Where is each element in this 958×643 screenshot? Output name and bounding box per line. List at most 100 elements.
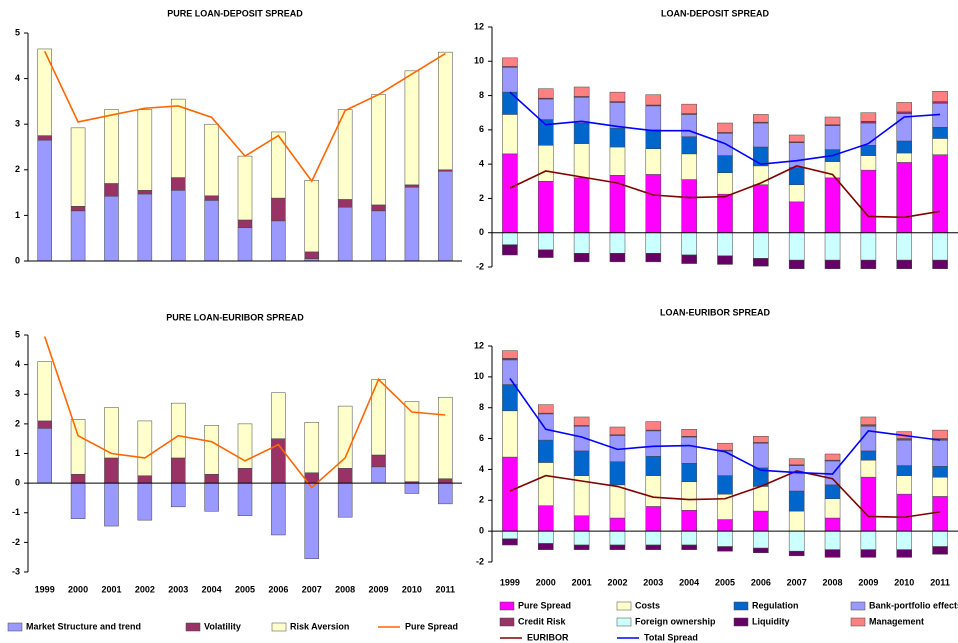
bar-segment <box>438 396 453 479</box>
bar-segment <box>573 416 590 426</box>
bar-segment <box>537 232 554 251</box>
chart-title: PURE LOAN-EURIBOR SPREAD <box>166 312 304 322</box>
bar-segment <box>502 410 518 458</box>
bar-segment <box>70 473 86 484</box>
legend-swatch <box>616 617 632 627</box>
y-tick-label: 12 <box>474 21 484 31</box>
bar-segment <box>404 184 420 188</box>
bar-segment <box>609 426 626 435</box>
bar-segment <box>404 482 420 494</box>
bar-segment <box>502 350 518 359</box>
y-tick-label: 0 <box>15 255 20 265</box>
legend-label: Liquidity <box>752 616 790 626</box>
y-tick-label: 2 <box>479 495 484 505</box>
x-tick-label: 2002 <box>607 577 627 587</box>
bar-segment <box>438 170 453 262</box>
y-tick-label: 4 <box>15 359 20 369</box>
bar-segment <box>788 134 805 143</box>
y-tick-label: 1 <box>15 448 20 458</box>
x-tick-label: 2010 <box>402 584 422 594</box>
bar-segment <box>438 478 453 484</box>
legend-label: Volatility <box>204 621 241 631</box>
y-tick-label: 0 <box>479 227 484 237</box>
bar-segment <box>404 186 420 262</box>
chart-title: LOAN-DEPOSIT SPREAD <box>661 8 770 18</box>
bar-segment <box>788 458 805 466</box>
bar-segment <box>271 392 286 439</box>
bar-segment <box>104 482 119 527</box>
bar-segment <box>537 145 554 182</box>
bar-segment <box>896 475 913 495</box>
x-tick-label: 2008 <box>823 577 843 587</box>
bar-segment <box>37 48 52 136</box>
y-tick-label: 12 <box>474 340 484 350</box>
bar-segment <box>717 519 733 532</box>
y-tick-label: 0 <box>15 478 20 488</box>
bar-segment <box>681 136 697 155</box>
y-tick-label: 1 <box>15 210 20 220</box>
legend-label: Pure Spread <box>518 600 571 610</box>
bar-segment <box>337 405 353 469</box>
bar-segment <box>860 169 877 233</box>
legend-label: Costs <box>635 600 660 610</box>
bar-segment <box>502 359 518 385</box>
bar-segment <box>753 184 769 233</box>
chart-title: LOAN-EURIBOR SPREAD <box>660 307 771 317</box>
bar-segment <box>337 109 353 200</box>
x-tick-label: 1999 <box>500 577 520 587</box>
bar-segment <box>271 482 286 536</box>
bar-segment <box>860 425 877 452</box>
bar-segment <box>717 255 733 265</box>
bar-segment <box>681 153 697 180</box>
bar-segment <box>788 510 805 532</box>
bar-segment <box>645 148 662 175</box>
bar-segment <box>860 122 877 146</box>
bar-segment <box>717 530 733 547</box>
line-series <box>509 165 941 219</box>
bar-segment <box>237 482 253 516</box>
bar-segment <box>537 439 554 463</box>
bar-segment <box>537 98 554 120</box>
bar-segment <box>204 425 219 475</box>
bar-segment <box>537 88 554 99</box>
x-tick-label: 2002 <box>135 584 155 594</box>
x-tick-label: 2011 <box>436 584 456 594</box>
bar-segment <box>753 122 769 148</box>
bar-segment <box>860 450 877 461</box>
bar-segment <box>204 195 219 201</box>
bar-segment <box>404 70 420 186</box>
bar-segment <box>932 127 948 139</box>
bar-segment <box>896 102 913 113</box>
bar-segment <box>753 547 769 553</box>
bar-segment <box>438 482 453 505</box>
y-tick-label: -3 <box>12 566 20 576</box>
bar-segment <box>502 57 518 67</box>
y-tick-label: 5 <box>15 329 20 339</box>
bar-segment <box>824 453 841 461</box>
bar-segment <box>404 401 420 482</box>
bar-segment <box>860 459 877 478</box>
y-tick-label: 4 <box>15 73 20 83</box>
bar-segment <box>788 142 805 168</box>
bar-segment <box>824 549 841 558</box>
bar-segment <box>860 530 877 550</box>
bar-segment <box>824 530 841 550</box>
bar-segment <box>573 544 590 550</box>
bar-segment <box>932 546 948 555</box>
y-tick-label: -2 <box>12 537 20 547</box>
bar-segment <box>681 481 697 511</box>
x-tick-label: 2000 <box>68 584 88 594</box>
bar-segment <box>502 244 518 256</box>
legend-label: Management <box>869 616 924 626</box>
legend-swatch <box>499 601 515 611</box>
bar-segment <box>932 429 948 439</box>
bar-segment <box>860 259 877 269</box>
bar-segment <box>860 145 877 156</box>
y-tick-label: 10 <box>474 56 484 66</box>
bar-segment <box>537 413 554 441</box>
bar-segment <box>573 253 590 263</box>
bar-segment <box>717 172 733 195</box>
bar-segment <box>645 94 662 106</box>
bar-segment <box>70 206 86 212</box>
